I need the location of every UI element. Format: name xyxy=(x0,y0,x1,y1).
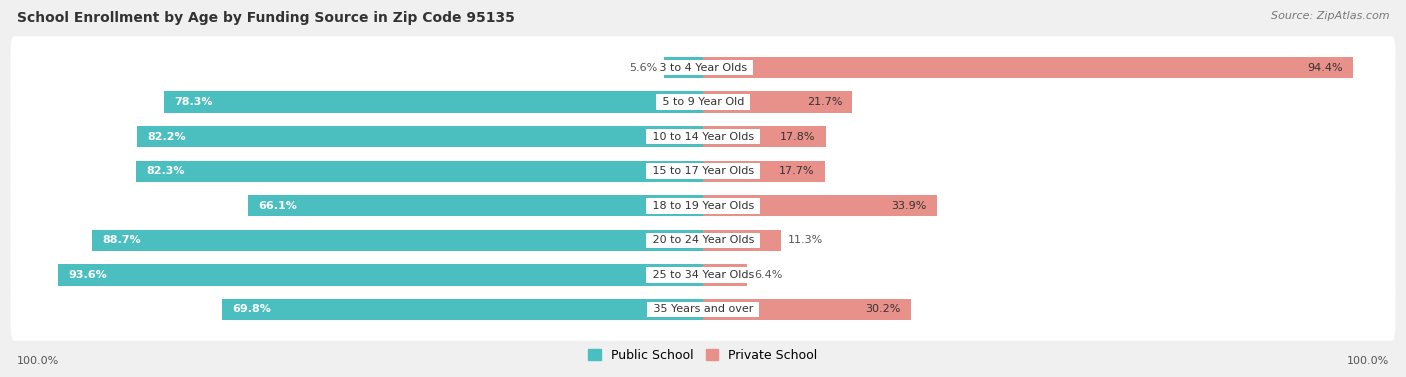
Bar xyxy=(703,161,825,182)
Bar xyxy=(703,57,1354,78)
Text: 35 Years and over: 35 Years and over xyxy=(650,304,756,314)
FancyBboxPatch shape xyxy=(11,244,1395,306)
Bar xyxy=(703,264,747,285)
Legend: Public School, Private School: Public School, Private School xyxy=(583,344,823,367)
Bar xyxy=(703,195,936,216)
Text: 100.0%: 100.0% xyxy=(1347,356,1389,366)
FancyBboxPatch shape xyxy=(11,71,1395,133)
Bar xyxy=(222,299,703,320)
Bar xyxy=(703,126,825,147)
Bar xyxy=(58,264,703,285)
Text: 21.7%: 21.7% xyxy=(807,97,842,107)
Text: 5.6%: 5.6% xyxy=(630,63,658,73)
Text: 69.8%: 69.8% xyxy=(232,304,271,314)
FancyBboxPatch shape xyxy=(11,209,1395,272)
Bar xyxy=(703,92,852,113)
Text: 3 to 4 Year Olds: 3 to 4 Year Olds xyxy=(655,63,751,73)
Text: 10 to 14 Year Olds: 10 to 14 Year Olds xyxy=(648,132,758,142)
FancyBboxPatch shape xyxy=(11,36,1395,99)
Bar xyxy=(163,92,703,113)
Bar xyxy=(136,161,703,182)
Text: 20 to 24 Year Olds: 20 to 24 Year Olds xyxy=(648,235,758,245)
Bar xyxy=(247,195,703,216)
Text: 88.7%: 88.7% xyxy=(103,235,141,245)
Text: 25 to 34 Year Olds: 25 to 34 Year Olds xyxy=(648,270,758,280)
Text: School Enrollment by Age by Funding Source in Zip Code 95135: School Enrollment by Age by Funding Sour… xyxy=(17,11,515,25)
Text: 17.8%: 17.8% xyxy=(780,132,815,142)
Text: 82.3%: 82.3% xyxy=(146,166,184,176)
Bar xyxy=(665,57,703,78)
Text: 15 to 17 Year Olds: 15 to 17 Year Olds xyxy=(648,166,758,176)
Text: 100.0%: 100.0% xyxy=(17,356,59,366)
FancyBboxPatch shape xyxy=(11,278,1395,341)
Text: 6.4%: 6.4% xyxy=(754,270,782,280)
Text: Source: ZipAtlas.com: Source: ZipAtlas.com xyxy=(1271,11,1389,21)
Text: 94.4%: 94.4% xyxy=(1308,63,1343,73)
Bar xyxy=(703,299,911,320)
Text: 5 to 9 Year Old: 5 to 9 Year Old xyxy=(658,97,748,107)
Text: 93.6%: 93.6% xyxy=(69,270,107,280)
Text: 66.1%: 66.1% xyxy=(257,201,297,211)
Bar xyxy=(136,126,703,147)
Text: 78.3%: 78.3% xyxy=(174,97,212,107)
Text: 17.7%: 17.7% xyxy=(779,166,814,176)
Text: 11.3%: 11.3% xyxy=(787,235,823,245)
Bar xyxy=(703,230,780,251)
FancyBboxPatch shape xyxy=(11,174,1395,237)
FancyBboxPatch shape xyxy=(11,140,1395,203)
FancyBboxPatch shape xyxy=(11,105,1395,168)
Text: 82.2%: 82.2% xyxy=(148,132,186,142)
Bar xyxy=(91,230,703,251)
Text: 30.2%: 30.2% xyxy=(865,304,901,314)
Text: 18 to 19 Year Olds: 18 to 19 Year Olds xyxy=(648,201,758,211)
Text: 33.9%: 33.9% xyxy=(891,201,927,211)
